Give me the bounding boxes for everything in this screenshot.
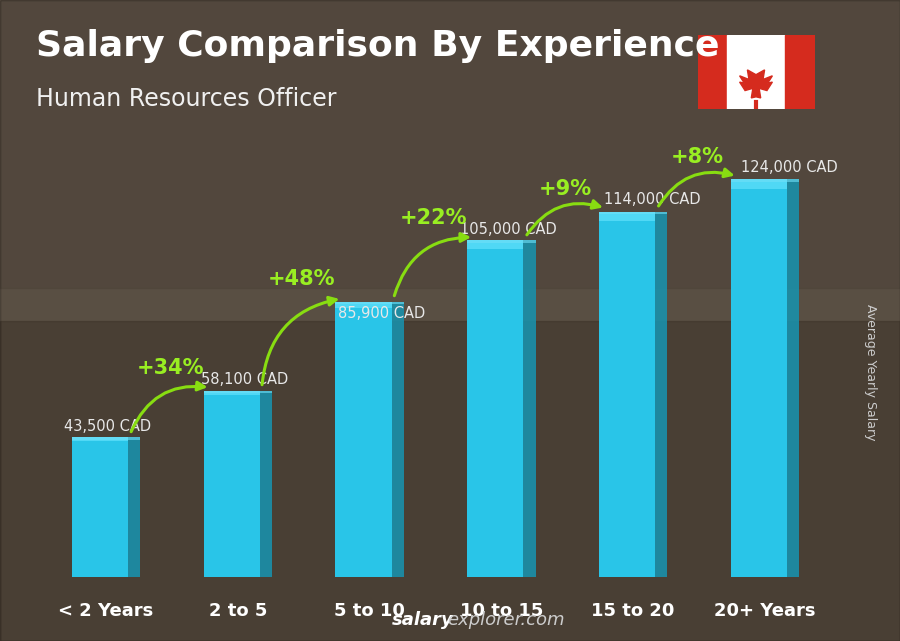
Bar [203,390,272,393]
Bar [731,179,799,182]
Bar [598,212,655,221]
Text: +48%: +48% [268,269,336,288]
Bar [260,390,272,577]
Bar [467,240,523,249]
Text: 105,000 CAD: 105,000 CAD [460,222,556,237]
Text: 58,100 CAD: 58,100 CAD [201,372,288,387]
Bar [203,390,260,577]
Bar [72,437,140,440]
Text: +34%: +34% [137,358,204,378]
Text: explorer.com: explorer.com [447,612,565,629]
Text: 20+ Years: 20+ Years [714,601,815,620]
Bar [203,390,260,395]
Bar [336,301,392,577]
Text: 5 to 10: 5 to 10 [334,601,405,620]
Text: Average Yearly Salary: Average Yearly Salary [865,304,878,440]
Bar [72,437,128,441]
Text: 2 to 5: 2 to 5 [209,601,267,620]
Text: +9%: +9% [539,179,592,199]
Bar [72,437,128,577]
Text: 85,900 CAD: 85,900 CAD [338,306,425,320]
Bar [787,179,799,577]
Bar [598,212,655,577]
Bar [336,301,404,304]
Text: 10 to 15: 10 to 15 [460,601,543,620]
Bar [523,240,536,577]
Bar [785,35,814,109]
Bar [467,240,536,243]
Text: salary: salary [392,612,454,629]
Bar [731,179,787,189]
Polygon shape [740,70,772,98]
Bar [128,437,140,577]
Bar [698,35,727,109]
Bar [731,179,787,577]
Bar [655,212,668,577]
Text: < 2 Years: < 2 Years [58,601,154,620]
Text: 43,500 CAD: 43,500 CAD [64,419,151,433]
Text: +8%: +8% [670,147,724,167]
Text: +22%: +22% [400,208,467,228]
Bar [336,301,392,308]
Text: 114,000 CAD: 114,000 CAD [604,192,701,206]
Bar [598,212,668,214]
Text: 15 to 20: 15 to 20 [591,601,675,620]
Text: Human Resources Officer: Human Resources Officer [36,87,337,110]
Bar [467,240,523,577]
Text: 124,000 CAD: 124,000 CAD [741,160,838,174]
Bar [392,301,404,577]
Bar [0,0,900,288]
Bar [727,35,785,109]
Bar [0,320,900,641]
Text: Salary Comparison By Experience: Salary Comparison By Experience [36,29,719,63]
